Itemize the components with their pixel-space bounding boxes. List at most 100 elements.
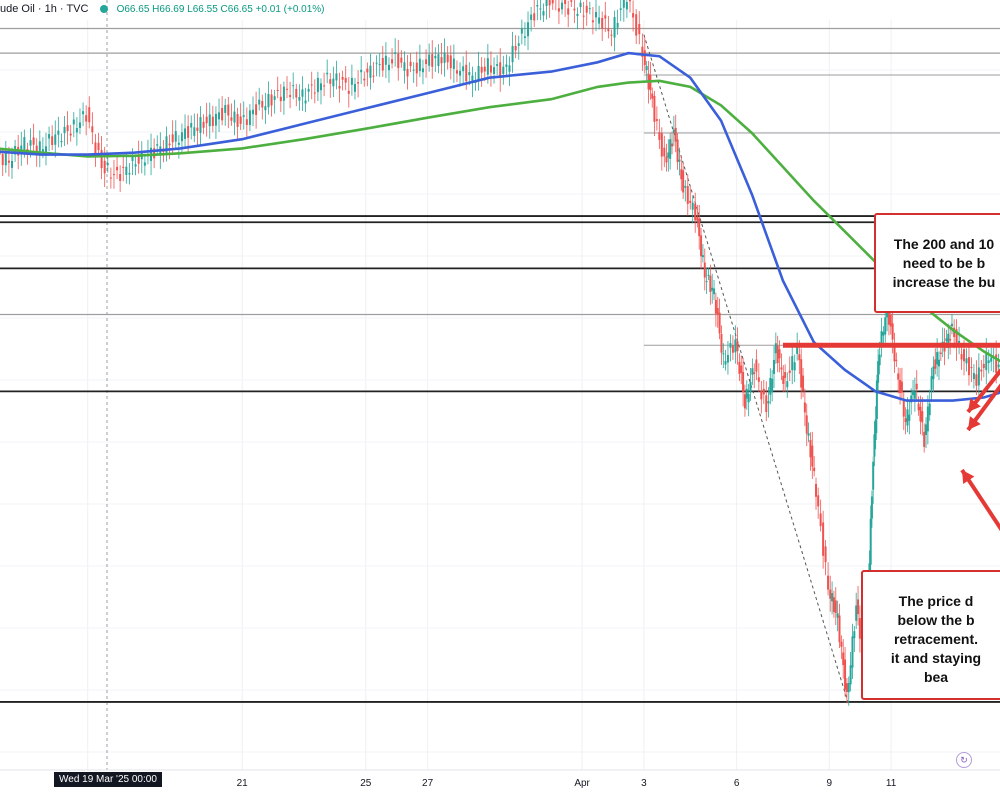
ohlc-readout: O66.65 H66.69 L66.55 C66.65 +0.01 (+0.01… xyxy=(116,4,325,15)
market-status-icon xyxy=(99,5,108,14)
candle-body xyxy=(845,683,848,692)
candle-body xyxy=(88,107,91,123)
candle-body xyxy=(51,136,54,146)
candle-body xyxy=(520,28,523,34)
candle-body xyxy=(449,55,452,69)
candle-body xyxy=(375,62,378,64)
candle-body xyxy=(645,66,648,71)
candle-body xyxy=(122,166,125,168)
candle-body xyxy=(378,64,381,66)
candle-body xyxy=(153,148,156,159)
candle-body xyxy=(168,143,171,146)
candle-body xyxy=(353,83,356,92)
candle-body xyxy=(561,2,564,10)
candle-body xyxy=(360,69,363,73)
candle-body xyxy=(829,589,832,599)
candle-body xyxy=(831,593,834,602)
candle-body xyxy=(908,414,911,421)
candle-body xyxy=(486,58,489,75)
candle-body xyxy=(196,127,199,131)
candle-body xyxy=(838,615,841,643)
candle-body xyxy=(434,55,437,59)
candle-body xyxy=(109,177,112,179)
candle-body xyxy=(930,376,933,390)
candle-body xyxy=(289,95,292,98)
candle-body xyxy=(847,683,850,693)
candle-body xyxy=(915,383,918,390)
candle-body xyxy=(26,148,29,151)
candles xyxy=(0,0,1000,706)
candle-body xyxy=(239,116,242,124)
candle-body xyxy=(177,142,180,145)
candle-body xyxy=(815,484,818,497)
annotation-line: The 200 and 10 xyxy=(893,236,995,252)
candle-body xyxy=(921,411,924,423)
candle-body xyxy=(261,100,264,108)
candle-body xyxy=(713,288,716,295)
candle-body xyxy=(437,54,440,66)
candle-body xyxy=(696,216,699,221)
candle-body xyxy=(350,77,353,85)
candle-body xyxy=(849,665,852,685)
candle-body xyxy=(990,357,993,362)
candle-body xyxy=(273,96,276,100)
candle-body xyxy=(403,62,406,71)
candle-body xyxy=(347,90,350,94)
candle-body xyxy=(205,116,208,124)
candle-body xyxy=(982,363,985,369)
candle-body xyxy=(869,518,872,565)
candle-body xyxy=(258,99,261,105)
crosshair-time-label: Wed 19 Mar '25 00:00 xyxy=(54,772,162,787)
candle-body xyxy=(813,467,816,472)
candle-body xyxy=(579,2,582,8)
candle-body xyxy=(722,353,725,355)
candle-body xyxy=(604,15,607,19)
candle-body xyxy=(38,141,41,155)
candle-body xyxy=(332,78,335,87)
candle-body xyxy=(236,114,239,127)
candle-body xyxy=(156,144,159,146)
candle-body xyxy=(874,419,877,440)
candle-body xyxy=(857,599,860,615)
candle-body xyxy=(840,641,843,647)
candle-body xyxy=(57,130,60,135)
candle-body xyxy=(221,107,224,121)
candle-body xyxy=(165,136,168,153)
candle-body xyxy=(742,371,745,393)
candle-body xyxy=(798,354,801,361)
ma200-line xyxy=(0,79,1000,363)
candle-body xyxy=(480,66,483,73)
annotation-box-price: The price d below the b retracement. it … xyxy=(861,570,1000,700)
candle-body xyxy=(975,374,978,386)
candle-body xyxy=(409,61,412,67)
candle-body xyxy=(508,65,511,72)
candle-body xyxy=(926,406,929,432)
candle-body xyxy=(917,403,920,411)
candle-body xyxy=(75,128,78,133)
candle-body xyxy=(682,170,685,193)
replay-icon[interactable]: ↻ xyxy=(956,752,972,768)
candle-body xyxy=(128,172,131,175)
candle-body xyxy=(400,57,403,63)
candle-body xyxy=(705,281,708,283)
candle-body xyxy=(295,88,298,98)
candle-body xyxy=(54,134,57,145)
candle-body xyxy=(394,52,397,54)
candle-body xyxy=(187,126,190,138)
candle-body xyxy=(199,117,202,133)
candle-body xyxy=(78,122,81,128)
annotation-line: increase the bu xyxy=(892,274,996,290)
candle-body xyxy=(459,70,462,76)
candle-body xyxy=(462,66,465,72)
candle-body xyxy=(143,162,146,166)
candle-body xyxy=(676,139,679,163)
candle-body xyxy=(310,84,313,86)
candle-body xyxy=(889,314,892,327)
candle-body xyxy=(106,163,109,166)
candle-body xyxy=(557,8,560,12)
candle-body xyxy=(582,15,585,17)
candle-body xyxy=(421,68,424,73)
candle-body xyxy=(545,0,548,7)
candle-body xyxy=(619,8,622,10)
